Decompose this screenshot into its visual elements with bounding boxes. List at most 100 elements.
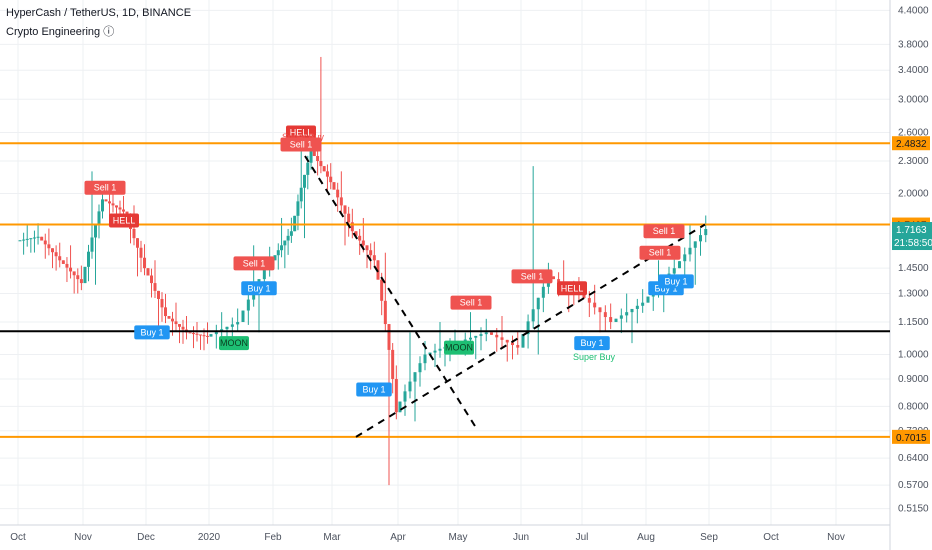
signal-label: Buy 1 [362, 385, 385, 395]
annotation-text: Super Buy [573, 352, 616, 362]
price-tick-label: 1.4500 [898, 263, 929, 274]
signal-label: MOON [445, 343, 473, 353]
candle-body [336, 189, 340, 198]
signal-tag-sell[interactable] [511, 269, 553, 284]
candle-body [122, 209, 125, 212]
chart-legend: HyperCash / TetherUS, 1D, BINANCE Crypto… [6, 7, 191, 39]
candle-body [329, 176, 333, 183]
time-tick-label: Nov [827, 532, 845, 543]
candle-body [598, 307, 602, 313]
time-tick-label: Jul [576, 532, 589, 543]
signal-tag-buy[interactable] [134, 325, 170, 340]
price-tick-label: 0.9000 [898, 374, 929, 385]
candle-body [500, 337, 504, 340]
candle-body [87, 251, 90, 267]
signal-tag-buy[interactable] [241, 281, 277, 296]
signal-label: Buy 1 [664, 276, 687, 286]
candle-body [276, 250, 280, 256]
candle-body [428, 352, 432, 355]
signal-tag-sell[interactable] [639, 245, 681, 260]
candle-body [688, 247, 692, 255]
time-tick-label: Oct [763, 532, 779, 543]
signal-label: Sell 1 [460, 298, 483, 308]
candle-body [325, 171, 329, 177]
annotation-text: Super Buy [282, 132, 325, 142]
candle-body [206, 335, 209, 337]
candle-body [58, 256, 62, 261]
level-price-tag [892, 136, 930, 151]
time-tick-label: Mar [323, 532, 341, 543]
signal-tag-hell[interactable] [557, 281, 587, 296]
time-tick-label: Dec [137, 532, 155, 543]
candle-body [383, 300, 387, 325]
trendline[interactable] [304, 155, 479, 432]
signal-label: MOON [220, 338, 248, 348]
candle-body [164, 307, 167, 317]
candle-body [202, 335, 206, 337]
level-price-tag [892, 429, 930, 444]
candle-body [322, 166, 326, 172]
candle-body [32, 237, 36, 239]
candle-body [111, 203, 115, 206]
candle-body [413, 372, 417, 382]
signal-tag-moon[interactable] [219, 336, 249, 351]
candle-body [358, 235, 362, 241]
signal-tag-buy[interactable] [574, 336, 610, 351]
signal-tag-hell[interactable] [286, 125, 316, 140]
candle-body [150, 275, 153, 284]
indicator-label[interactable]: Crypto Engineering ⓘ [6, 26, 115, 38]
candle-body [289, 231, 293, 236]
candle-body [693, 241, 697, 248]
candle-body [18, 240, 22, 242]
candle-body [495, 334, 499, 338]
candle-body [408, 381, 412, 392]
candle-body [343, 205, 347, 214]
candle-body [51, 248, 54, 253]
candle-body [104, 199, 108, 202]
candle-body [552, 276, 555, 280]
signal-tag-buy[interactable] [356, 382, 392, 397]
signal-label: Buy 1 [580, 338, 603, 348]
time-tick-label: May [449, 532, 468, 543]
signal-label: Sell 1 [653, 226, 676, 236]
price-tick-label: 2.6000 [898, 128, 929, 139]
signal-tag-sell[interactable] [643, 224, 685, 239]
candle-body [280, 245, 284, 251]
time-tick-label: 2020 [198, 532, 221, 543]
price-tick-label: 1.0000 [898, 350, 929, 361]
candle-body [635, 305, 639, 309]
candle-body [619, 315, 623, 319]
signal-tag-sell[interactable] [84, 180, 126, 195]
signal-tag-sell[interactable] [233, 256, 275, 271]
symbol-title[interactable]: HyperCash / TetherUS, 1D, BINANCE [6, 7, 192, 19]
candle-body [369, 250, 373, 256]
candle-body [303, 174, 306, 188]
candle-body [433, 350, 437, 353]
signal-tag-sell[interactable] [450, 295, 492, 310]
price-tick-label: 2.3000 [898, 156, 929, 167]
candle-body [47, 244, 51, 249]
candle-body [76, 275, 80, 280]
candle-body [380, 279, 384, 301]
candle-body [699, 235, 702, 242]
signal-label: Buy 1 [247, 283, 270, 293]
signal-tag-buy[interactable] [658, 274, 694, 289]
signal-label: HELL [290, 128, 313, 138]
signal-tag-sell[interactable] [280, 137, 322, 152]
trendline[interactable] [355, 223, 706, 438]
candle-body [157, 290, 160, 299]
candle-body [115, 205, 118, 208]
signal-tag-moon[interactable] [444, 340, 474, 355]
candle-body [225, 326, 229, 330]
candle-body [365, 245, 369, 251]
price-tick-label: 4.4000 [898, 5, 929, 16]
candle-body [181, 326, 185, 330]
candle-body [521, 334, 525, 348]
candle-body [36, 236, 40, 238]
signal-tag-hell[interactable] [109, 213, 139, 228]
candle-body [90, 237, 94, 252]
candle-body [536, 297, 540, 310]
candle-body [54, 252, 58, 257]
candle-body [153, 283, 157, 291]
